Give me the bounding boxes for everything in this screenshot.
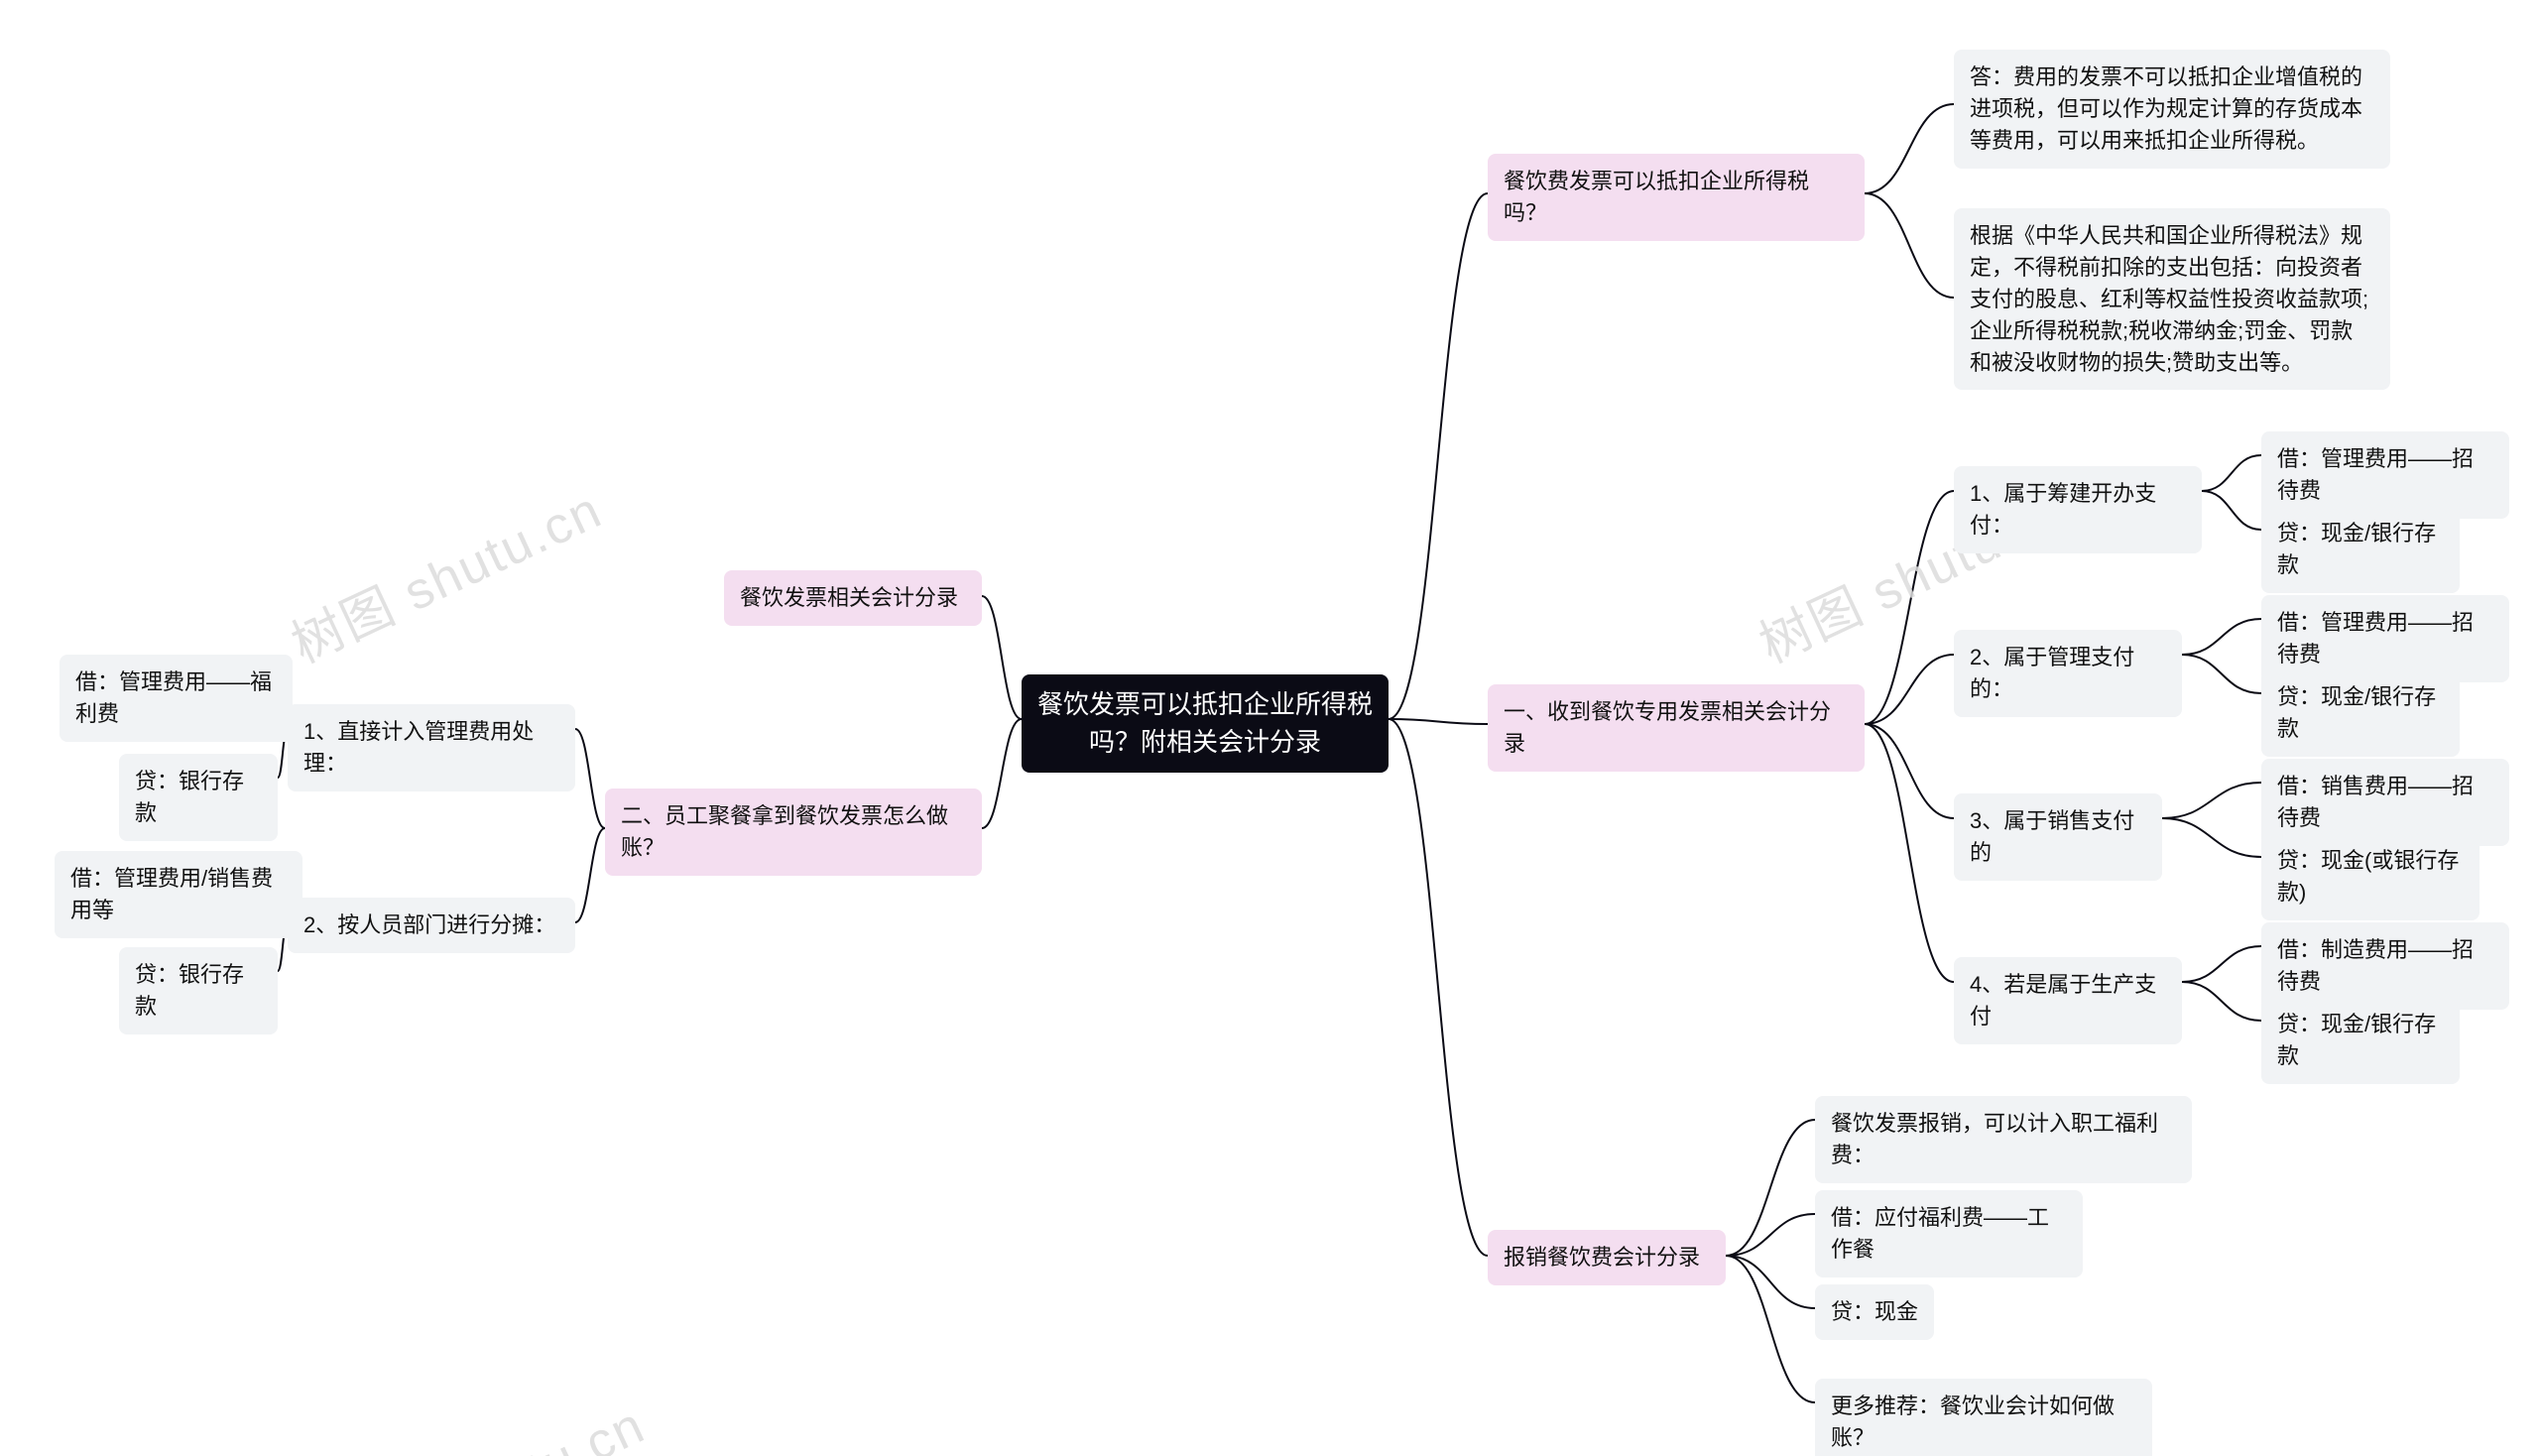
node-bx2: 借：应付福利费——工作餐	[1815, 1190, 2083, 1277]
connector	[1726, 1256, 1815, 1308]
node-q: 餐饮费发票可以抵扣企业所得税吗？	[1488, 154, 1865, 241]
connector	[2202, 491, 2261, 530]
connector	[575, 729, 605, 828]
node-bx: 报销餐饮费会计分录	[1488, 1230, 1726, 1285]
node-r2b1: 借：管理费用/销售费用等	[55, 851, 302, 938]
node-s1: 一、收到餐饮专用发票相关会计分录	[1488, 684, 1865, 772]
node-r2a2: 贷：银行存款	[119, 754, 278, 841]
connector	[982, 719, 1022, 828]
connector	[2162, 783, 2261, 818]
connector	[2202, 455, 2261, 491]
connector	[2182, 655, 2261, 693]
watermark: 树图 shutu.cn	[278, 468, 612, 676]
connector	[1865, 655, 1954, 724]
node-s1d: 4、若是属于生产支付	[1954, 957, 2182, 1044]
node-r2: 二、员工聚餐拿到餐饮发票怎么做账？	[605, 789, 982, 876]
connector	[982, 596, 1022, 719]
connector	[2182, 946, 2261, 982]
node-s1b2: 贷：现金/银行存款	[2261, 669, 2460, 757]
node-s1b: 2、属于管理支付的：	[1954, 630, 2182, 717]
connector	[2182, 619, 2261, 655]
node-s1a2: 贷：现金/银行存款	[2261, 506, 2460, 593]
watermark: tu.cn	[519, 1395, 655, 1456]
connector	[1865, 104, 1954, 193]
node-qa1: 答：费用的发票不可以抵扣企业增值税的进项税，但可以作为规定计算的存货成本等费用，…	[1954, 50, 2390, 169]
node-bx3: 贷：现金	[1815, 1284, 1934, 1340]
connector	[2162, 818, 2261, 857]
node-s1c: 3、属于销售支付的	[1954, 793, 2162, 881]
connector	[1726, 1214, 1815, 1256]
connector	[1865, 193, 1954, 298]
connector	[575, 828, 605, 922]
node-s1a: 1、属于筹建开办支付：	[1954, 466, 2202, 553]
connector	[1389, 719, 1488, 724]
node-s1c2: 贷：现金(或银行存款)	[2261, 833, 2479, 920]
node-bx1: 餐饮发票报销，可以计入职工福利费：	[1815, 1096, 2192, 1183]
connector	[1726, 1256, 1815, 1402]
node-r2b2: 贷：银行存款	[119, 947, 278, 1034]
node-r2a1: 借：管理费用——福利费	[60, 655, 293, 742]
node-root: 餐饮发票可以抵扣企业所得税吗？附相关会计分录	[1022, 674, 1389, 773]
connector	[1389, 719, 1488, 1256]
node-r2a: 1、直接计入管理费用处理：	[288, 704, 575, 791]
connector	[1389, 193, 1488, 719]
node-bx4: 更多推荐：餐饮业会计如何做账？	[1815, 1379, 2152, 1456]
connector	[1865, 724, 1954, 982]
node-s1d2: 贷：现金/银行存款	[2261, 997, 2460, 1084]
node-qa2: 根据《中华人民共和国企业所得税法》规定，不得税前扣除的支出包括：向投资者支付的股…	[1954, 208, 2390, 390]
connector	[1726, 1120, 1815, 1256]
connector	[1865, 724, 1954, 818]
connector	[2182, 982, 2261, 1021]
node-r2b: 2、按人员部门进行分摊：	[288, 898, 575, 953]
node-r1: 餐饮发票相关会计分录	[724, 570, 982, 626]
